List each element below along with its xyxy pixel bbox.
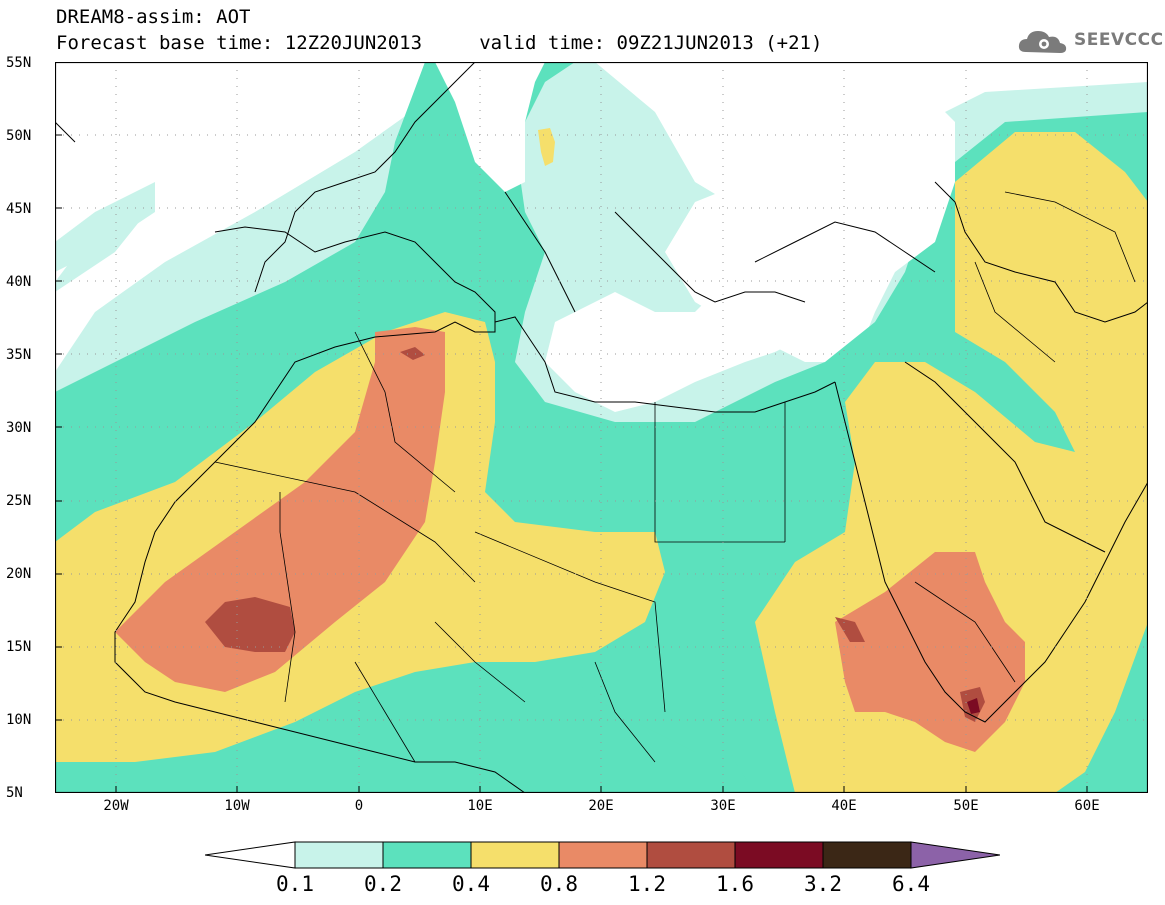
chart-title: DREAM8-assim: AOT [56, 6, 251, 28]
legend-swatch-5 [734, 841, 824, 869]
lat-label: 30N [6, 420, 32, 436]
legend-swatch-4 [646, 841, 736, 869]
color-legend [205, 841, 1000, 869]
legend-tick: 3.2 [804, 872, 842, 896]
lat-label: 55N [6, 55, 32, 71]
lon-label: 40E [831, 798, 857, 814]
aot-map [55, 62, 1148, 793]
lat-label: 20N [6, 566, 32, 582]
legend-swatch-3 [558, 841, 648, 869]
country-borders [214, 191, 1136, 763]
lon-label: 50E [953, 798, 979, 814]
lat-label: 10N [6, 712, 32, 728]
cloud-gear-icon [1018, 31, 1067, 53]
legend-tick: 0.8 [540, 872, 578, 896]
lon-label: 20E [588, 798, 614, 814]
lat-label: 15N [6, 639, 32, 655]
lat-label: 5N [6, 785, 23, 801]
aot-contours [55, 62, 1148, 793]
map-frame [55, 62, 1148, 793]
legend-tick: 1.6 [716, 872, 754, 896]
legend-swatch-2 [470, 841, 560, 869]
lat-label: 35N [6, 347, 32, 363]
logo-text: SEEVCCC [1074, 30, 1164, 50]
aot-level-1.2 [205, 597, 295, 652]
legend-tick: 1.2 [628, 872, 666, 896]
legend-swatch-1 [382, 841, 472, 869]
lon-label: 60E [1074, 798, 1100, 814]
legend-swatch-6 [822, 841, 912, 869]
lon-label: 0 [354, 798, 364, 814]
legend-swatch-0 [294, 841, 384, 869]
legend-over-arrow [910, 841, 1000, 869]
lon-label: 20W [103, 798, 129, 814]
aot-level-1.6 [967, 698, 980, 714]
lon-label: 30E [710, 798, 736, 814]
lat-label: 40N [6, 274, 32, 290]
lon-label: 10E [467, 798, 493, 814]
legend-under-arrow [205, 841, 296, 869]
legend-tick: 0.2 [364, 872, 402, 896]
legend-tick: 6.4 [892, 872, 930, 896]
seevccc-logo: SEEVCCC [1018, 26, 1163, 56]
legend-tick: 0.4 [452, 872, 490, 896]
lat-label: 50N [6, 128, 32, 144]
lat-label: 25N [6, 493, 32, 509]
axis-ticks [55, 134, 1088, 793]
lat-label: 45N [6, 201, 32, 217]
chart-subtitle: Forecast base time: 12Z20JUN2013 valid t… [56, 32, 823, 54]
mediterranean-sea [545, 262, 825, 412]
legend-tick: 0.1 [276, 872, 314, 896]
lon-label: 10W [224, 798, 250, 814]
